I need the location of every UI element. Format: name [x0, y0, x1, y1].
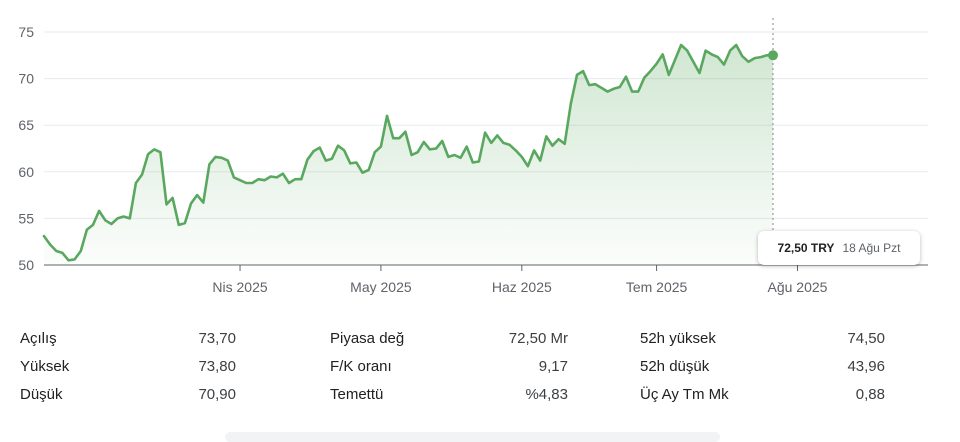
stat-pe-ratio: F/K oranı 9,17 [330, 358, 568, 375]
stat-high: Yüksek 73,80 [20, 358, 236, 375]
price-area [44, 45, 773, 265]
stat-q-div-amt: Üç Ay Tm Mk 0,88 [640, 386, 885, 403]
stat-label: 52h düşük [640, 357, 710, 375]
stat-label: Piyasa değ [330, 329, 405, 347]
bottom-panel-edge [225, 432, 720, 442]
stat-label: Üç Ay Tm Mk [640, 385, 729, 403]
stat-value: 43,96 [847, 357, 885, 375]
y-tick-label: 75 [18, 24, 34, 40]
y-tick-label: 70 [18, 71, 34, 87]
x-axis-ticks: Nis 2025 May 2025 Haz 2025 Tem 2025 Ağu 2025 [212, 265, 828, 295]
x-tick-label: Nis 2025 [212, 279, 267, 295]
stat-value: 72,50 Mr [508, 329, 568, 347]
stat-value: %4,83 [525, 385, 568, 403]
stat-value: 0,88 [855, 385, 885, 403]
y-tick-label: 60 [18, 164, 34, 180]
price-chart[interactable]: 50 55 60 65 70 75 Nis 2025 May 2025 Haz 2025 Tem… [0, 0, 960, 310]
y-axis-ticks: 50 55 60 65 70 75 [18, 24, 34, 273]
last-point-marker [767, 50, 778, 61]
stat-low: Düşük 70,90 [20, 386, 236, 403]
stat-value: 73,80 [198, 357, 236, 375]
stat-value: 73,70 [198, 329, 236, 347]
x-tick-label: Haz 2025 [492, 279, 552, 295]
stat-value: 74,50 [847, 329, 885, 347]
y-tick-label: 65 [18, 117, 34, 133]
price-tooltip: 72,50 TRY 18 Ağu Pzt [758, 231, 920, 265]
price-line [42, 43, 775, 262]
y-tick-label: 50 [18, 257, 34, 273]
tooltip-date: 18 Ağu Pzt [842, 241, 901, 255]
stats-row: Yüksek 73,80 F/K oranı 9,17 52h düşük 43… [20, 352, 920, 380]
stat-52w-low: 52h düşük 43,96 [640, 358, 885, 375]
stat-52w-high: 52h yüksek 74,50 [640, 330, 885, 347]
tooltip-price: 72,50 TRY [777, 241, 835, 255]
key-stats-table: Açılış 73,70 Piyasa değ 72,50 Mr 52h yük… [20, 324, 920, 408]
stat-value: 9,17 [538, 357, 568, 375]
stat-label: 52h yüksek [640, 329, 716, 347]
stat-market-cap: Piyasa değ 72,50 Mr [330, 330, 568, 347]
gridlines [44, 31, 928, 219]
stat-label: Yüksek [20, 357, 70, 375]
stat-dividend: Temettü %4,83 [330, 386, 568, 403]
stat-value: 70,90 [198, 385, 236, 403]
stats-row: Düşük 70,90 Temettü %4,83 Üç Ay Tm Mk 0,… [20, 380, 920, 408]
stat-open: Açılış 73,70 [20, 330, 236, 347]
x-tick-label: Ağu 2025 [768, 279, 828, 295]
x-tick-label: May 2025 [350, 279, 412, 295]
x-tick-label: Tem 2025 [626, 279, 688, 295]
y-tick-label: 55 [18, 210, 34, 226]
stat-label: Açılış [20, 329, 57, 347]
stat-label: Temettü [330, 385, 384, 403]
stat-label: F/K oranı [330, 357, 392, 375]
stat-label: Düşük [20, 385, 63, 403]
stats-row: Açılış 73,70 Piyasa değ 72,50 Mr 52h yük… [20, 324, 920, 352]
